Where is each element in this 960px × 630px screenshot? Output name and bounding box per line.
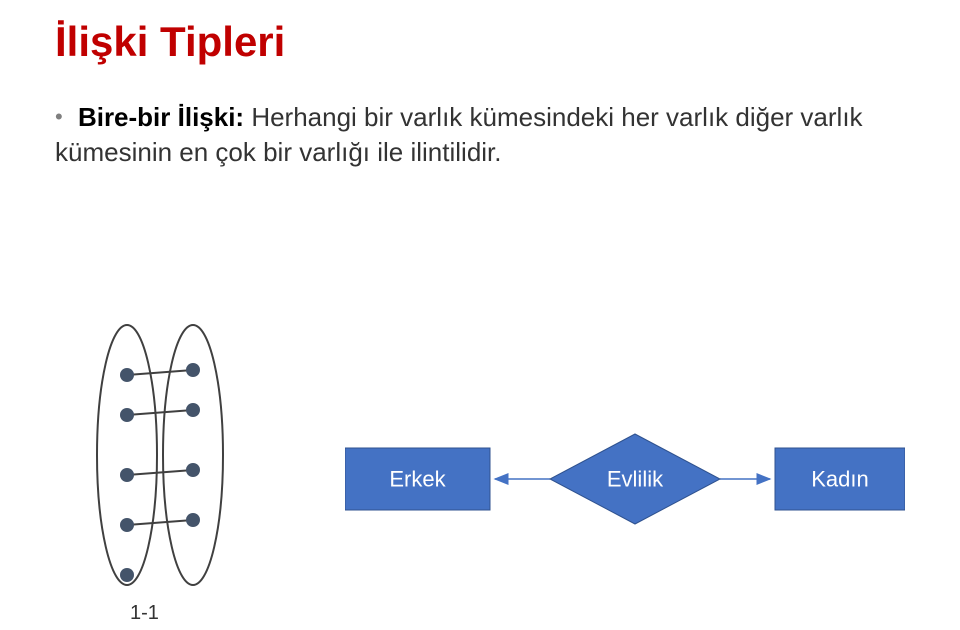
svg-text:Evlilik: Evlilik xyxy=(607,467,664,492)
bullet-dot-icon: • xyxy=(55,102,63,132)
slide-title: İlişki Tipleri xyxy=(55,18,285,66)
er-diagram: Erkek Kadın Evlilik xyxy=(345,420,905,555)
set-mapping-diagram xyxy=(95,320,225,615)
bullet-item: • Bire-bir İlişki: Herhangi bir varlık k… xyxy=(55,100,900,170)
bullet-bold-label: Bire-bir İlişki: xyxy=(78,102,244,132)
relationship-caption: 1-1 xyxy=(130,602,159,625)
svg-text:Kadın: Kadın xyxy=(811,467,869,492)
svg-text:Erkek: Erkek xyxy=(389,467,446,492)
